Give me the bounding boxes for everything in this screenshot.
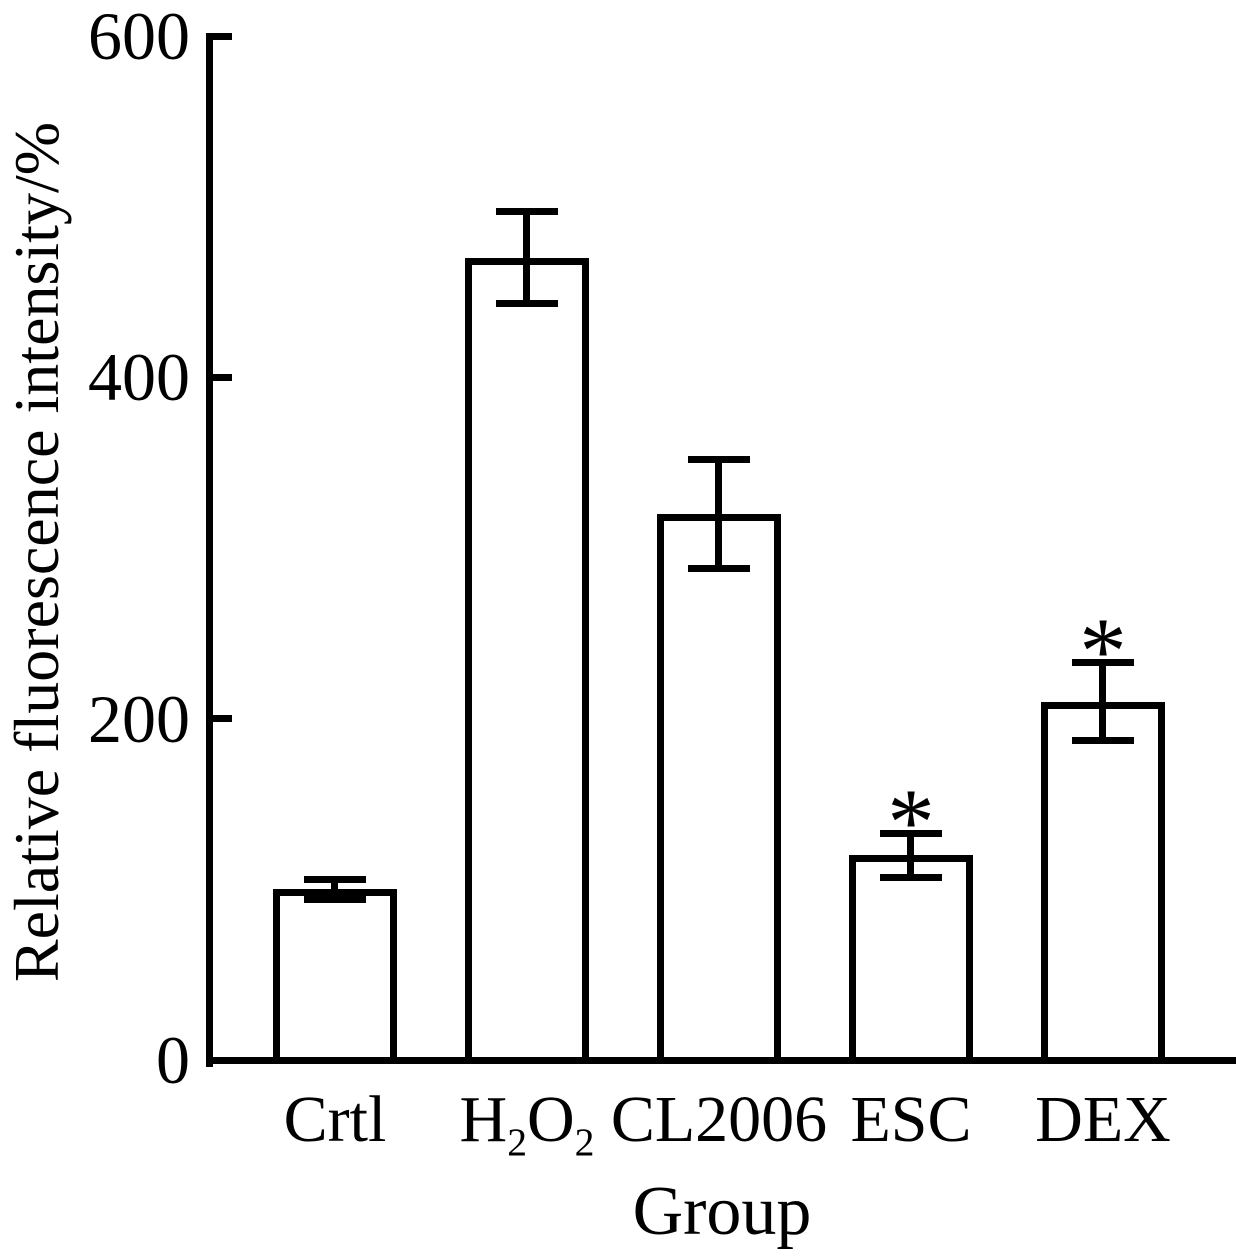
error-cap-top-cl2006: [688, 456, 750, 463]
error-cap-bottom-esc: [880, 874, 942, 881]
x-category-label-crtl: Crtl: [283, 1083, 387, 1156]
bar-crtl: [273, 889, 397, 1064]
error-bar-h2o2: [523, 212, 530, 304]
error-cap-top-h2o2: [496, 208, 558, 215]
x-category-label-h2o2: H2O2: [459, 1083, 595, 1165]
error-cap-top-dex: [1072, 659, 1134, 666]
significance-asterisk-esc: *: [887, 769, 935, 875]
y-tick-mark: [206, 374, 232, 381]
error-cap-bottom-crtl: [304, 896, 366, 903]
y-axis-title: Relative fluorescence intensity/%: [1, 121, 72, 983]
bar-cl2006: [657, 514, 781, 1064]
error-cap-bottom-dex: [1072, 737, 1134, 744]
error-cap-top-crtl: [304, 876, 366, 883]
error-bar-cl2006: [715, 459, 722, 568]
error-cap-top-esc: [880, 830, 942, 837]
x-category-label-cl2006: CL2006: [610, 1083, 828, 1156]
x-category-label-dex: DEX: [1035, 1083, 1171, 1156]
error-bar-esc: [907, 833, 914, 877]
bar-esc: [849, 855, 973, 1064]
y-tick-label: 200: [88, 681, 190, 757]
y-tick-label: 0: [156, 1022, 190, 1098]
y-tick-mark: [206, 1057, 232, 1064]
error-bar-dex: [1099, 662, 1106, 741]
significance-asterisk-dex: *: [1079, 598, 1127, 704]
y-tick-label: 400: [88, 339, 190, 415]
y-axis-line: [206, 33, 213, 1067]
y-tick-label: 600: [88, 0, 190, 74]
y-tick-mark: [206, 33, 232, 40]
y-tick-mark: [206, 715, 232, 722]
x-category-label-esc: ESC: [850, 1083, 972, 1156]
bar-dex: [1041, 702, 1165, 1064]
error-bar-crtl: [331, 879, 338, 899]
error-cap-bottom-h2o2: [496, 300, 558, 307]
error-cap-bottom-cl2006: [688, 565, 750, 572]
bar-h2o2: [465, 258, 589, 1064]
x-axis-title: Group: [632, 1173, 812, 1250]
